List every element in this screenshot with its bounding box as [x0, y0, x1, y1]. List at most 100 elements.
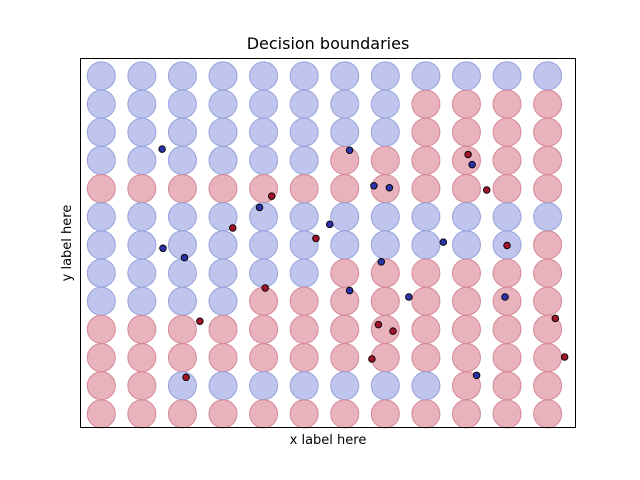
data-point-red — [374, 320, 383, 329]
grid-cell-blue — [249, 230, 279, 260]
data-point-blue — [439, 238, 448, 246]
grid-cell-red — [451, 343, 481, 373]
data-point-red — [261, 284, 269, 292]
data-point-red — [368, 355, 376, 363]
grid-cell-blue — [330, 202, 360, 232]
grid-cell-red — [370, 145, 400, 175]
grid-cell-red — [533, 230, 563, 260]
grid-cell-red — [167, 174, 197, 204]
grid-cell-blue — [411, 61, 441, 91]
grid-cell-red — [411, 258, 441, 288]
grid-cell-blue — [451, 230, 481, 260]
grid-cell-blue — [127, 61, 157, 91]
data-point-blue — [158, 145, 166, 153]
grid-cell-red — [330, 314, 360, 344]
grid-cell-red — [370, 286, 400, 316]
grid-cell-red — [451, 286, 481, 316]
data-point-red — [551, 314, 560, 323]
grid-cell-red — [492, 117, 522, 147]
data-point-red — [267, 192, 276, 200]
grid-cell-red — [208, 399, 238, 429]
grid-cell-blue — [330, 371, 360, 401]
grid-cell-red — [127, 174, 157, 204]
grid-cell-red — [86, 314, 116, 344]
grid-cell-blue — [127, 230, 157, 260]
grid-cell-red — [86, 174, 116, 204]
grid-cell-red — [330, 286, 360, 316]
grid-cell-blue — [167, 145, 197, 175]
grid-cell-blue — [370, 371, 400, 401]
grid-cell-blue — [411, 230, 441, 260]
grid-cell-blue — [370, 89, 400, 119]
y-axis-label: y label here — [60, 205, 75, 282]
grid-cell-red — [289, 399, 319, 429]
grid-cell-blue — [208, 145, 238, 175]
grid-cell-red — [492, 174, 522, 204]
grid-cell-red — [411, 286, 441, 316]
grid-cell-blue — [208, 117, 238, 147]
grid-cell-red — [411, 399, 441, 429]
decision-grid — [86, 61, 563, 429]
grid-cell-red — [249, 343, 279, 373]
data-point-blue — [180, 253, 189, 262]
data-point-blue — [468, 160, 476, 169]
grid-cell-red — [289, 314, 319, 344]
grid-cell-blue — [208, 258, 238, 288]
grid-cell-red — [127, 399, 157, 429]
grid-cell-blue — [127, 89, 157, 119]
grid-cell-blue — [249, 61, 279, 91]
grid-cell-red — [411, 343, 441, 373]
grid-cell-red — [411, 314, 441, 344]
grid-cell-red — [127, 314, 157, 344]
grid-cell-blue — [330, 61, 360, 91]
grid-cell-red — [86, 399, 116, 429]
grid-cell-blue — [249, 258, 279, 288]
grid-cell-red — [330, 145, 360, 175]
grid-cell-red — [208, 343, 238, 373]
data-point-blue — [385, 183, 394, 192]
grid-cell-blue — [289, 117, 319, 147]
grid-cell-red — [533, 399, 563, 429]
grid-cell-red — [289, 174, 319, 204]
data-point-blue — [325, 220, 334, 229]
data-points — [158, 145, 569, 382]
grid-cell-blue — [411, 371, 441, 401]
x-axis-label: x label here — [290, 433, 367, 448]
grid-cell-blue — [492, 61, 522, 91]
grid-cell-red — [451, 258, 481, 288]
grid-cell-red — [86, 343, 116, 373]
grid-cell-red — [370, 343, 400, 373]
grid-cell-red — [451, 145, 481, 175]
data-point-blue — [472, 371, 481, 380]
grid-cell-blue — [208, 230, 238, 260]
grid-cell-blue — [167, 89, 197, 119]
grid-cell-blue — [127, 117, 157, 147]
grid-cell-red — [533, 343, 563, 373]
grid-cell-blue — [127, 258, 157, 288]
grid-cell-blue — [86, 117, 116, 147]
grid-cell-red — [330, 174, 360, 204]
grid-cell-blue — [127, 286, 157, 316]
data-point-blue — [255, 203, 264, 212]
grid-cell-red — [167, 314, 197, 344]
data-point-red — [182, 373, 190, 382]
grid-cell-red — [451, 314, 481, 344]
grid-cell-blue — [127, 145, 157, 175]
grid-cell-blue — [330, 117, 360, 147]
grid-cell-blue — [289, 230, 319, 260]
grid-cell-red — [492, 258, 522, 288]
data-point-red — [389, 327, 397, 335]
grid-cell-red — [492, 89, 522, 119]
grid-cell-blue — [249, 117, 279, 147]
grid-cell-blue — [249, 89, 279, 119]
grid-cell-red — [411, 145, 441, 175]
plot-frame — [80, 58, 576, 428]
data-point-red — [228, 224, 237, 232]
grid-cell-red — [289, 343, 319, 373]
data-point-red — [464, 150, 472, 159]
grid-cell-blue — [249, 202, 279, 232]
grid-cell-red — [208, 174, 238, 204]
data-point-blue — [405, 293, 413, 301]
grid-cell-blue — [167, 286, 197, 316]
